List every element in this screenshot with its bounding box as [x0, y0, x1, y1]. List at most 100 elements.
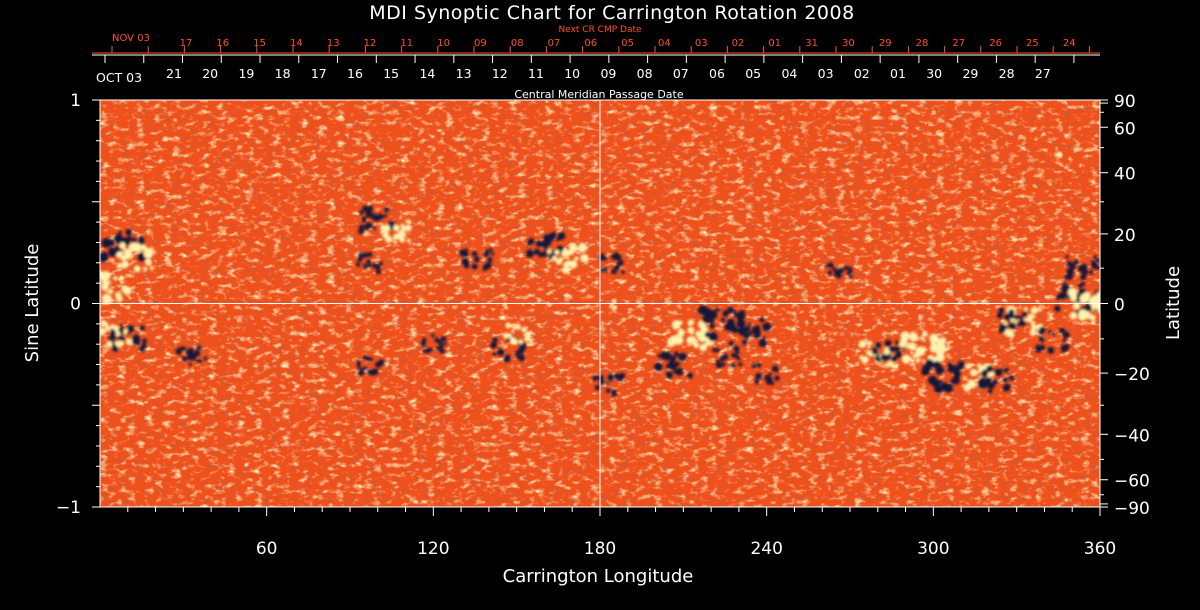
cmp-date-label: 27 — [1035, 66, 1051, 81]
region-blob — [987, 389, 993, 394]
region-blob — [365, 222, 373, 229]
region-blob — [774, 375, 780, 381]
region-blob — [1002, 377, 1008, 383]
region-blob — [978, 364, 985, 371]
region-blob — [114, 341, 118, 345]
region-blob — [872, 347, 877, 351]
region-blob — [1067, 287, 1078, 298]
region-blob — [600, 254, 606, 260]
region-blob — [740, 332, 744, 336]
active-region-negative — [712, 345, 743, 369]
region-blob — [471, 263, 478, 270]
next-cr-date-label: 29 — [879, 38, 892, 49]
region-blob — [139, 325, 145, 331]
region-blob — [497, 348, 505, 356]
region-blob — [605, 388, 611, 393]
next-cr-date-label: 10 — [437, 38, 450, 49]
active-region-negative — [356, 251, 383, 275]
active-region-negative — [978, 365, 1015, 394]
region-blob — [189, 352, 194, 357]
region-blob — [492, 352, 497, 356]
region-blob — [112, 345, 119, 352]
region-blob — [552, 255, 558, 261]
region-blob — [701, 315, 710, 324]
region-blob — [888, 346, 895, 353]
region-blob — [709, 323, 715, 329]
region-blob — [133, 265, 141, 273]
region-blob — [772, 365, 779, 372]
region-blob — [143, 266, 148, 272]
next-cr-date-label: 08 — [511, 38, 524, 49]
region-blob — [145, 260, 150, 265]
cmp-date-label: 03 — [818, 66, 834, 81]
region-blob — [768, 372, 772, 376]
region-blob — [1035, 344, 1040, 349]
region-blob — [463, 262, 470, 269]
x-tick-label: 180 — [584, 539, 616, 559]
cmp-date-label: 21 — [166, 66, 182, 81]
active-region-positive — [100, 270, 132, 305]
region-blob — [922, 359, 925, 363]
region-blob — [611, 389, 617, 395]
region-blob — [731, 326, 739, 334]
region-blob — [517, 347, 525, 355]
region-blob — [1029, 328, 1037, 336]
x-tick-label: 300 — [917, 539, 949, 559]
region-blob — [506, 337, 511, 342]
region-blob — [1062, 346, 1069, 352]
region-blob — [482, 267, 486, 271]
region-blob — [1090, 260, 1097, 266]
next-cr-date-label: 09 — [474, 38, 487, 49]
region-blob — [908, 342, 917, 351]
region-blob — [459, 249, 466, 257]
region-blob — [1003, 383, 1011, 391]
region-blob — [825, 263, 830, 268]
region-blob — [431, 333, 435, 338]
region-blob — [759, 317, 765, 323]
region-blob — [361, 218, 367, 223]
region-blob — [1024, 317, 1028, 322]
region-blob — [547, 264, 551, 268]
region-blob — [963, 376, 967, 380]
region-blob — [397, 230, 404, 237]
region-blob — [887, 360, 893, 366]
region-blob — [937, 379, 943, 384]
region-blob — [374, 264, 381, 270]
region-blob — [858, 340, 867, 349]
region-blob — [909, 333, 916, 340]
region-blob — [524, 332, 532, 339]
region-blob — [1004, 313, 1012, 321]
region-blob — [518, 339, 524, 345]
region-blob — [116, 262, 123, 269]
region-blob — [1038, 329, 1044, 335]
region-blob — [614, 254, 622, 261]
region-blob — [198, 358, 203, 363]
region-blob — [1093, 299, 1100, 310]
region-blob — [1097, 266, 1100, 271]
region-blob — [435, 346, 440, 350]
region-blob — [677, 320, 683, 326]
region-blob — [687, 326, 695, 334]
region-blob — [900, 336, 908, 345]
region-blob — [362, 205, 369, 212]
region-blob — [502, 332, 509, 339]
region-blob — [516, 324, 521, 330]
region-blob — [196, 345, 202, 351]
cmp-date-label: 30 — [926, 66, 942, 81]
region-blob — [934, 384, 943, 394]
region-blob — [372, 226, 376, 230]
region-blob — [1089, 314, 1096, 321]
region-blob — [701, 344, 706, 349]
y-right-tick-label: −90 — [1114, 499, 1150, 519]
region-blob — [518, 354, 526, 362]
region-blob — [123, 328, 128, 333]
active-region-negative — [996, 307, 1028, 334]
cmp-date-label: 20 — [202, 66, 218, 81]
region-blob — [890, 355, 898, 362]
region-blob — [751, 325, 761, 335]
cmp-date-label: 06 — [709, 66, 725, 81]
region-blob — [1054, 305, 1061, 312]
region-blob — [988, 377, 992, 381]
region-blob — [599, 380, 605, 385]
cmp-date-label: 05 — [745, 66, 761, 81]
